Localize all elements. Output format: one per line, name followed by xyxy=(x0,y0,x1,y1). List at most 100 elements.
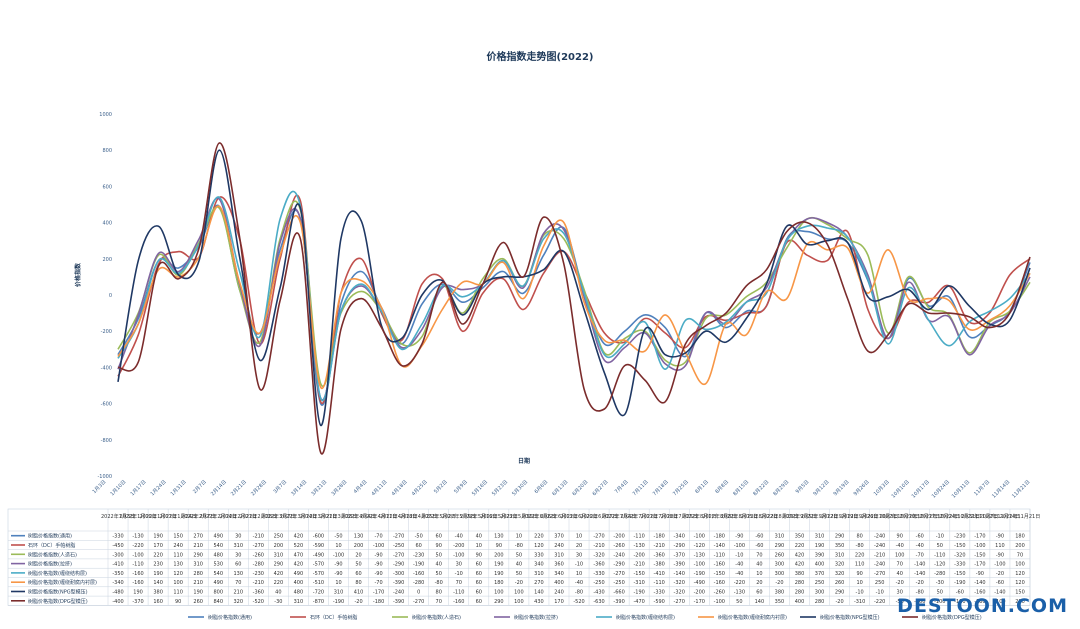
table-cell: -140 xyxy=(914,562,925,568)
table-cell: -90 xyxy=(375,571,383,577)
y-tick-label: -1000 xyxy=(97,474,112,480)
table-cell: 140 xyxy=(153,580,163,586)
table-cell: 120 xyxy=(1015,571,1025,577)
table-cell: 110 xyxy=(995,543,1005,549)
table-cell: -370 xyxy=(132,599,143,605)
table-cell: -330 xyxy=(654,589,665,595)
table-cell: 270 xyxy=(193,534,203,540)
table-cell: -150 xyxy=(714,571,725,577)
y-tick-label: 200 xyxy=(102,257,112,263)
x-tick-label: 1月24日 xyxy=(150,479,168,497)
table-cell: -180 xyxy=(714,534,725,540)
table-cell: 180 xyxy=(494,580,504,586)
table-header-cell: 2022年1月24日 xyxy=(160,513,197,520)
table-cell: 80 xyxy=(355,580,361,586)
table-cell: 280 xyxy=(795,580,805,586)
table-cell: -100 xyxy=(994,562,1005,568)
table-cell: 130 xyxy=(354,534,364,540)
table-cell: 50 xyxy=(355,562,361,568)
table-header-cell: 2022年3月28日 xyxy=(320,513,357,520)
y-tick-label: 600 xyxy=(102,184,112,190)
table-cell: 60 xyxy=(756,589,762,595)
table-cell: 10 xyxy=(576,534,582,540)
table-cell: -140 xyxy=(974,580,985,586)
table-cell: 90 xyxy=(476,552,482,558)
x-tick-label: 4月4日 xyxy=(353,479,369,495)
legend-entry: 树脂价格指数(NPG型模压) xyxy=(820,614,880,621)
table-cell: 20 xyxy=(756,580,762,586)
table-cell: 300 xyxy=(775,571,785,577)
table-cell: -20 xyxy=(836,599,844,605)
table-cell: 420 xyxy=(294,562,304,568)
table-cell: -570 xyxy=(313,562,324,568)
table-header-cell: 2022年6月6日 xyxy=(522,513,556,520)
table-cell: 10 xyxy=(856,580,862,586)
table-cell: -410 xyxy=(654,571,665,577)
table-cell: 290 xyxy=(775,543,785,549)
table-cell: -510 xyxy=(313,580,324,586)
table-header-cell: 2022年10月24日 xyxy=(920,513,960,520)
table-cell: 390 xyxy=(815,552,825,558)
table-cell: 60 xyxy=(235,562,241,568)
legend-entry: 树脂价格指数(拉挤) xyxy=(514,614,558,621)
table-cell: 290 xyxy=(274,562,284,568)
table-cell: -240 xyxy=(613,552,624,558)
table-cell: 410 xyxy=(354,589,364,595)
y-tick-label: -200 xyxy=(101,329,112,335)
table-row-name: 树脂价格指数(拉挤) xyxy=(28,561,72,568)
table-cell: -520 xyxy=(253,599,264,605)
x-axis-title: 日期 xyxy=(518,457,530,465)
x-tick-label: 1月3日 xyxy=(92,479,108,495)
table-cell: 90 xyxy=(856,571,862,577)
table-cell: 400 xyxy=(815,562,825,568)
table-cell: -360 xyxy=(253,589,264,595)
table-row-name: 石环（DC）手帕树脂 xyxy=(28,542,75,549)
table-cell: 180 xyxy=(1015,534,1025,540)
table-cell: 310 xyxy=(815,534,825,540)
table-cell: 30 xyxy=(456,562,462,568)
table-header-cell: 2022年2月21日 xyxy=(220,513,257,520)
table-cell: -210 xyxy=(253,580,264,586)
x-tick-label: 7月11日 xyxy=(632,479,650,497)
table-cell: -480 xyxy=(112,589,123,595)
table-header-cell: 2022年8月8日 xyxy=(702,513,736,520)
table-cell: -180 xyxy=(974,599,985,605)
table-cell: 130 xyxy=(234,571,244,577)
table-cell: -20 xyxy=(775,580,783,586)
table-cell: -660 xyxy=(613,589,624,595)
table-cell: 70 xyxy=(897,562,903,568)
table-cell: 310 xyxy=(274,552,284,558)
table-cell: -260 xyxy=(253,552,264,558)
table-cell: -40 xyxy=(896,543,904,549)
table-cell: 480 xyxy=(213,552,223,558)
table-cell: 190 xyxy=(153,534,163,540)
table-cell: -430 xyxy=(593,589,604,595)
x-tick-label: 10月10日 xyxy=(891,479,911,499)
table-cell: -140 xyxy=(714,543,725,549)
table-cell: 60 xyxy=(476,562,482,568)
table-cell: -80 xyxy=(515,543,523,549)
x-tick-label: 4月18日 xyxy=(391,479,409,497)
table-cell: 0 xyxy=(417,589,420,595)
table-cell: 540 xyxy=(213,571,223,577)
table-cell: -270 xyxy=(874,571,885,577)
table-cell: 310 xyxy=(334,589,344,595)
table-cell: -260 xyxy=(714,589,725,595)
table-cell: 40 xyxy=(275,589,281,595)
table-cell: -160 xyxy=(132,571,143,577)
table-cell: -50 xyxy=(896,599,904,605)
table-cell: 540 xyxy=(213,543,223,549)
table-cell: 110 xyxy=(855,562,865,568)
table-cell: -150 xyxy=(954,571,965,577)
table-cell: 30 xyxy=(235,534,241,540)
table-cell: -270 xyxy=(393,534,404,540)
table-cell: 420 xyxy=(294,534,304,540)
table-cell: 50 xyxy=(516,552,522,558)
table-cell: -390 xyxy=(393,599,404,605)
table-cell: -390 xyxy=(613,599,624,605)
table-cell: 310 xyxy=(835,552,845,558)
table-cell: -200 xyxy=(633,552,644,558)
table-cell: -100 xyxy=(453,552,464,558)
table-cell: -20 xyxy=(896,580,904,586)
table-cell: 320 xyxy=(234,599,244,605)
